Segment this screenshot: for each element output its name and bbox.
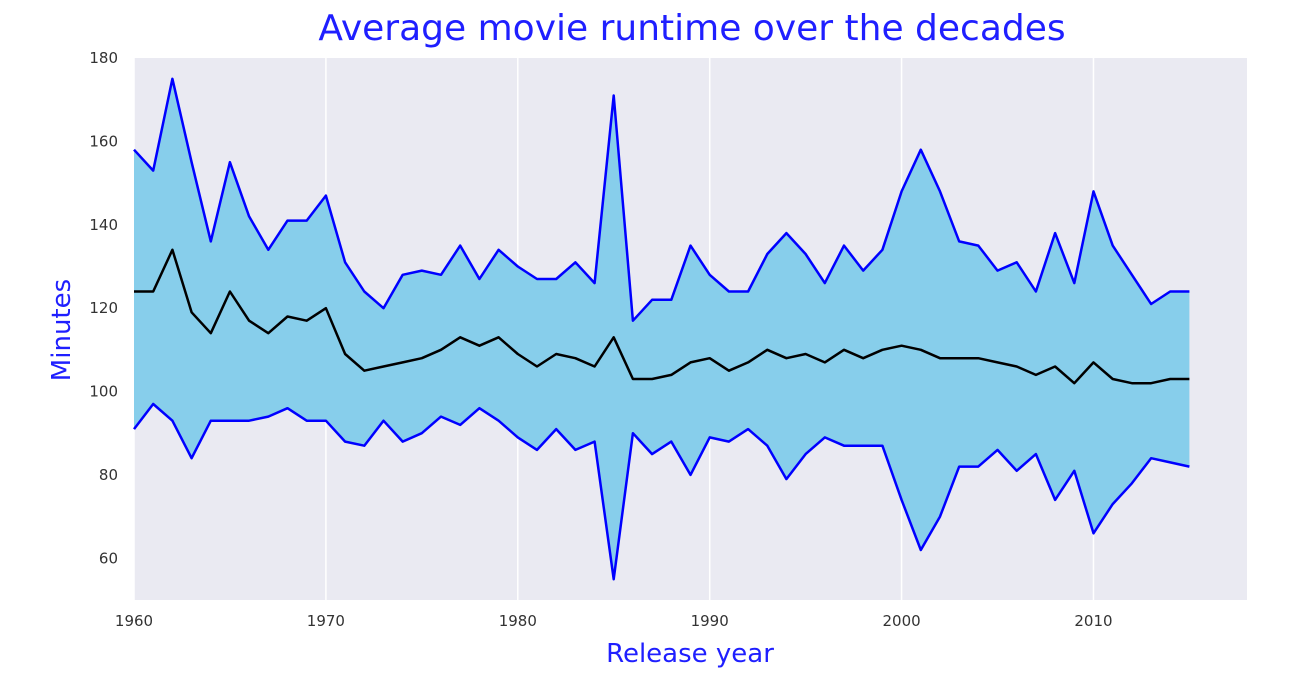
x-tick-label-1980: 1980: [499, 612, 537, 630]
lower-bound-line: [133, 402, 1190, 581]
y-tick-label-160: 160: [89, 132, 118, 150]
x-tick-label-1960: 1960: [115, 612, 153, 630]
y-axis-label: Minutes: [47, 279, 77, 381]
y-tick-label-120: 120: [89, 299, 118, 317]
x-tick-label-2000: 2000: [882, 612, 920, 630]
y-tick-label-100: 100: [89, 383, 118, 401]
x-tick-label-1990: 1990: [691, 612, 729, 630]
y-tick-label-180: 180: [89, 49, 118, 67]
mean-runtime-line: [134, 248, 1190, 385]
x-tick-label-1970: 1970: [307, 612, 345, 630]
runtime-range-band: [134, 78, 1190, 580]
x-tick-label-2010: 2010: [1074, 612, 1112, 630]
plot-area: [133, 58, 1247, 600]
x-axis-label: Release year: [606, 639, 774, 669]
upper-bound-line: [133, 77, 1190, 322]
y-tick-label-140: 140: [89, 216, 118, 234]
y-tick-label-80: 80: [99, 466, 118, 484]
y-tick-label-60: 60: [99, 549, 118, 567]
chart-title: Average movie runtime over the decades: [318, 8, 1065, 49]
